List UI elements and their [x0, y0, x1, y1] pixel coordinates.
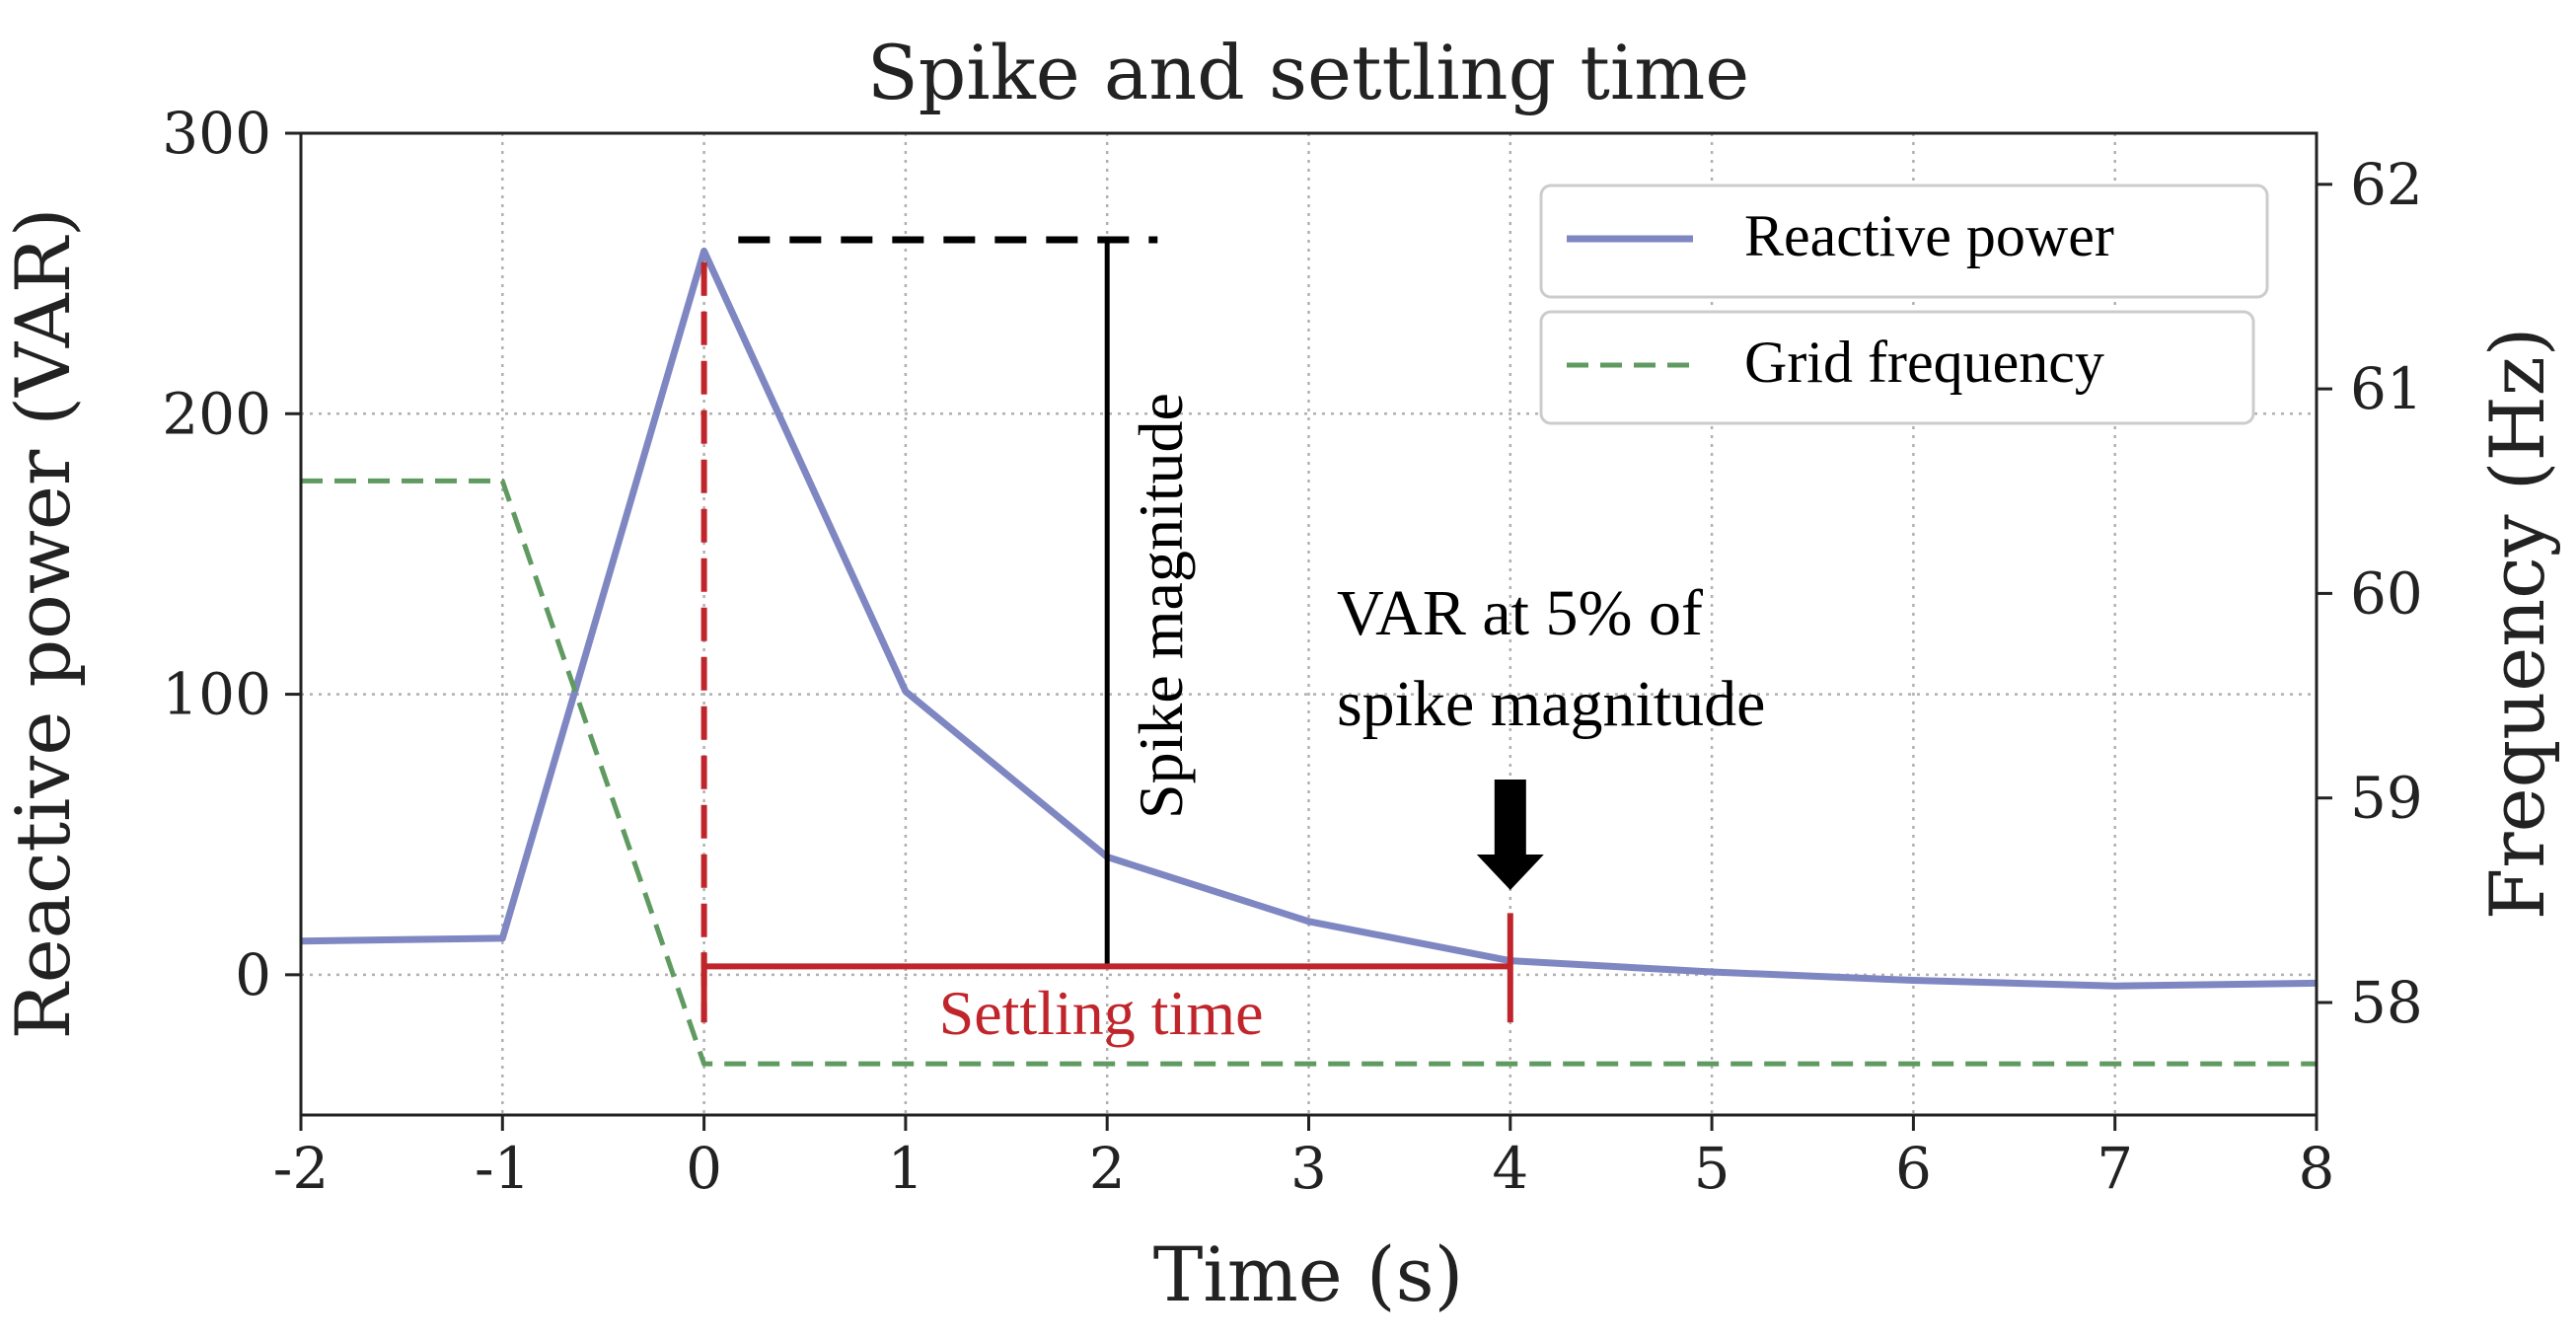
- y2-tick-label: 60: [2350, 559, 2423, 627]
- y2-tick-label: 59: [2350, 765, 2423, 832]
- annotation-layer: Settling time Spike magnitude VAR at 5% of…: [700, 236, 1765, 1048]
- legend-box-grid-frequency: [1539, 310, 2255, 425]
- legend-box-reactive-power: [1539, 184, 2269, 299]
- x-axis-label: Time (s): [1153, 1230, 1464, 1318]
- legend-label-grid-frequency: Grid frequency: [1744, 330, 2104, 395]
- x-tick-label: 3: [1290, 1135, 1327, 1202]
- y-tick-label: 0: [235, 941, 271, 1008]
- x-tick-label: -2: [273, 1135, 330, 1202]
- down-arrow-icon: [1476, 780, 1544, 890]
- y-tick-label: 100: [162, 661, 271, 728]
- x-tick-label: 7: [2097, 1135, 2133, 1202]
- axes-layer: -2 -1 0 1 2 3 4 5 6 7 8 0 100 200 300 58 59 60 61 62: [162, 100, 2423, 1202]
- series-line-grid-frequency: [301, 478, 2317, 1067]
- x-tick-label: 5: [1694, 1135, 1730, 1202]
- settling-time-label: Settling time: [939, 978, 1264, 1048]
- x-tick-label: 6: [1895, 1135, 1932, 1202]
- series-layer: [300, 247, 2318, 1067]
- x-tick-label: 8: [2299, 1135, 2335, 1202]
- x-tick-label: 1: [887, 1135, 923, 1202]
- x-tick-label: -1: [475, 1135, 531, 1202]
- y2-tick-label: 61: [2350, 355, 2423, 422]
- y-tick-label: 200: [162, 380, 271, 447]
- y-axis-label: Reactive power (VAR): [0, 207, 87, 1039]
- x-tick-label: 4: [1492, 1135, 1528, 1202]
- var-label-line-1: VAR at 5% of: [1337, 577, 1703, 649]
- y-tick-label: 300: [162, 100, 271, 167]
- y2-axis-label: Frequency (Hz): [2473, 328, 2561, 921]
- chart-title: Spike and settling time: [867, 29, 1750, 116]
- spike-magnitude-label: Spike magnitude: [1126, 393, 1196, 819]
- series-line-reactive-power: [300, 247, 2318, 990]
- var-label-line-2: spike magnitude: [1337, 668, 1765, 740]
- x-tick-label: 0: [686, 1135, 722, 1202]
- y2-tick-label: 62: [2350, 151, 2423, 218]
- y2-tick-label: 58: [2350, 969, 2423, 1036]
- x-tick-label: 2: [1089, 1135, 1126, 1202]
- legend-label-reactive-power: Reactive power: [1744, 203, 2114, 268]
- legend: Reactive power Grid frequency: [1539, 184, 2269, 425]
